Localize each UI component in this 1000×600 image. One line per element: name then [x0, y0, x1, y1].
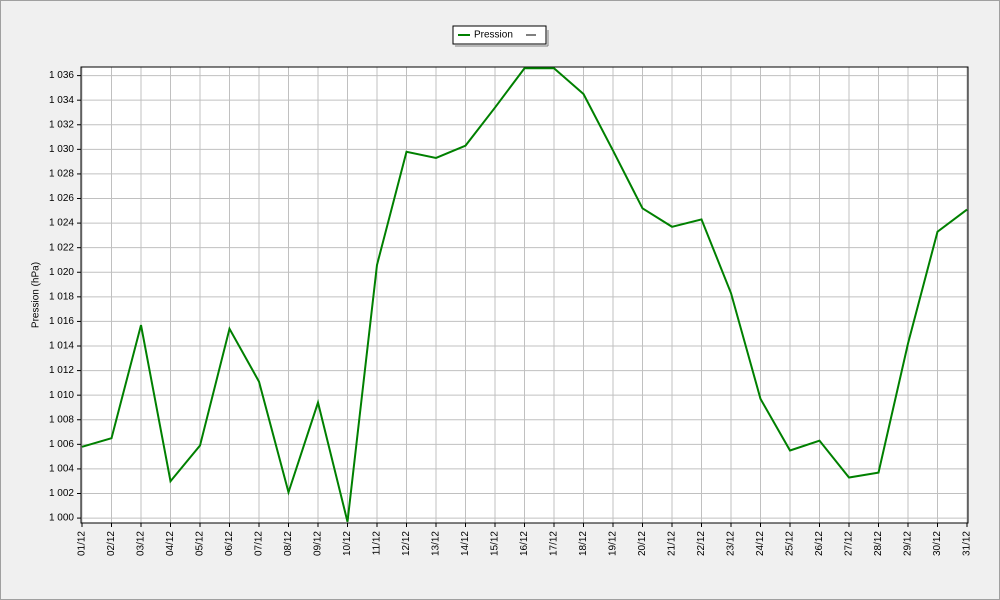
y-tick-label: 1 004 — [49, 464, 74, 475]
x-tick-label: 09/12 — [313, 531, 324, 556]
y-tick-label: 1 026 — [49, 193, 74, 204]
x-tick-label: 04/12 — [165, 531, 176, 556]
y-axis-label: Pression (hPa) — [31, 262, 42, 328]
x-tick-label: 25/12 — [785, 531, 796, 556]
y-tick-label: 1 012 — [49, 365, 74, 376]
series-line — [81, 67, 968, 523]
x-tick-label: 01/12 — [77, 531, 88, 556]
x-tick-label: 13/12 — [431, 531, 442, 556]
x-tick-label: 06/12 — [224, 531, 235, 556]
x-tick-label: 16/12 — [519, 531, 530, 556]
x-tick-label: 27/12 — [844, 531, 855, 556]
y-tick-label: 1 010 — [49, 390, 74, 401]
x-tick-label: 22/12 — [696, 531, 707, 556]
y-tick-label: 1 036 — [49, 70, 74, 81]
y-tick-label: 1 034 — [49, 95, 74, 106]
y-tick-label: 1 008 — [49, 414, 74, 425]
x-tick-label: 02/12 — [106, 531, 117, 556]
x-tick-label: 31/12 — [962, 531, 973, 556]
legend — [452, 25, 547, 45]
x-tick-label: 11/12 — [372, 531, 383, 556]
plot-border — [80, 66, 969, 524]
y-tick-label: 1 006 — [49, 439, 74, 450]
y-tick-label: 1 014 — [49, 341, 74, 352]
x-tick-label: 28/12 — [873, 531, 884, 556]
x-tick-label: 14/12 — [460, 531, 471, 556]
x-tick-label: 05/12 — [195, 531, 206, 556]
y-tick-label: 1 024 — [49, 218, 74, 229]
x-tick-label: 26/12 — [814, 531, 825, 556]
x-tick-label: 29/12 — [903, 531, 914, 556]
x-tick-label: 15/12 — [490, 531, 501, 556]
x-tick-label: 17/12 — [549, 531, 560, 556]
x-tick-label: 23/12 — [726, 531, 737, 556]
x-tick-label: 30/12 — [932, 531, 943, 556]
y-tick-label: 1 002 — [49, 488, 74, 499]
x-tick-label: 18/12 — [578, 531, 589, 556]
y-tick-label: 1 032 — [49, 119, 74, 130]
x-tick-label: 24/12 — [755, 531, 766, 556]
y-tick-label: 1 000 — [49, 513, 74, 524]
x-tick-label: 21/12 — [667, 531, 678, 556]
y-tick-label: 1 020 — [49, 267, 74, 278]
x-tick-label: 19/12 — [608, 531, 619, 556]
x-tick-label: 20/12 — [637, 531, 648, 556]
x-tick-label: 10/12 — [342, 531, 353, 556]
y-tick-label: 1 030 — [49, 144, 74, 155]
y-tick-label: 1 022 — [49, 242, 74, 253]
y-tick-label: 1 016 — [49, 316, 74, 327]
y-tick-label: 1 028 — [49, 169, 74, 180]
legend-label: Pression — [474, 30, 513, 41]
y-tick-label: 1 018 — [49, 291, 74, 302]
x-tick-label: 03/12 — [136, 531, 147, 556]
x-tick-label: 12/12 — [401, 531, 412, 556]
x-tick-label: 07/12 — [254, 531, 265, 556]
x-tick-label: 08/12 — [283, 531, 294, 556]
